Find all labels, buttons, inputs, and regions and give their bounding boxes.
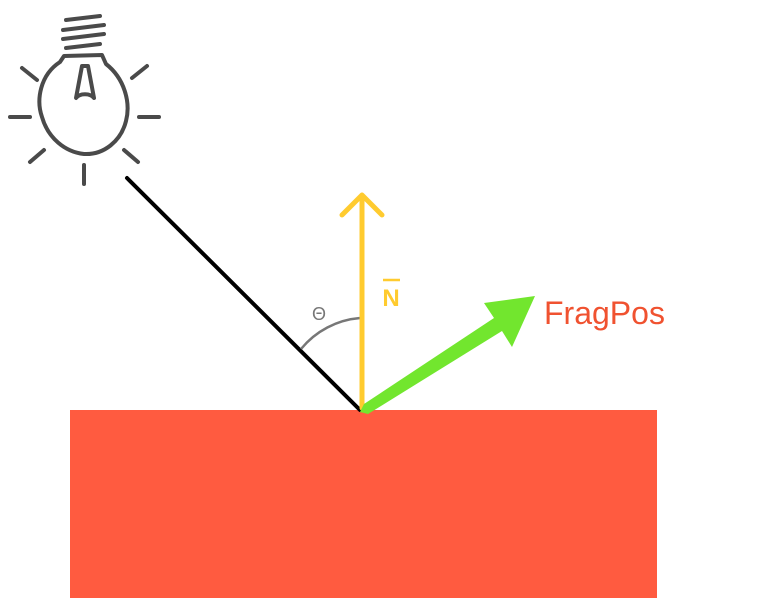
angle-arc [300,316,361,350]
frag-pos-label: FragPos [544,295,665,331]
angle-label: Θ [312,304,326,324]
surface [70,410,657,598]
normal-vector-arrow [339,192,385,411]
light-bulb-icon [8,14,161,186]
normal-label: N [382,285,399,312]
light-ray-line [125,176,362,412]
frag-pos-arrow [360,296,535,414]
